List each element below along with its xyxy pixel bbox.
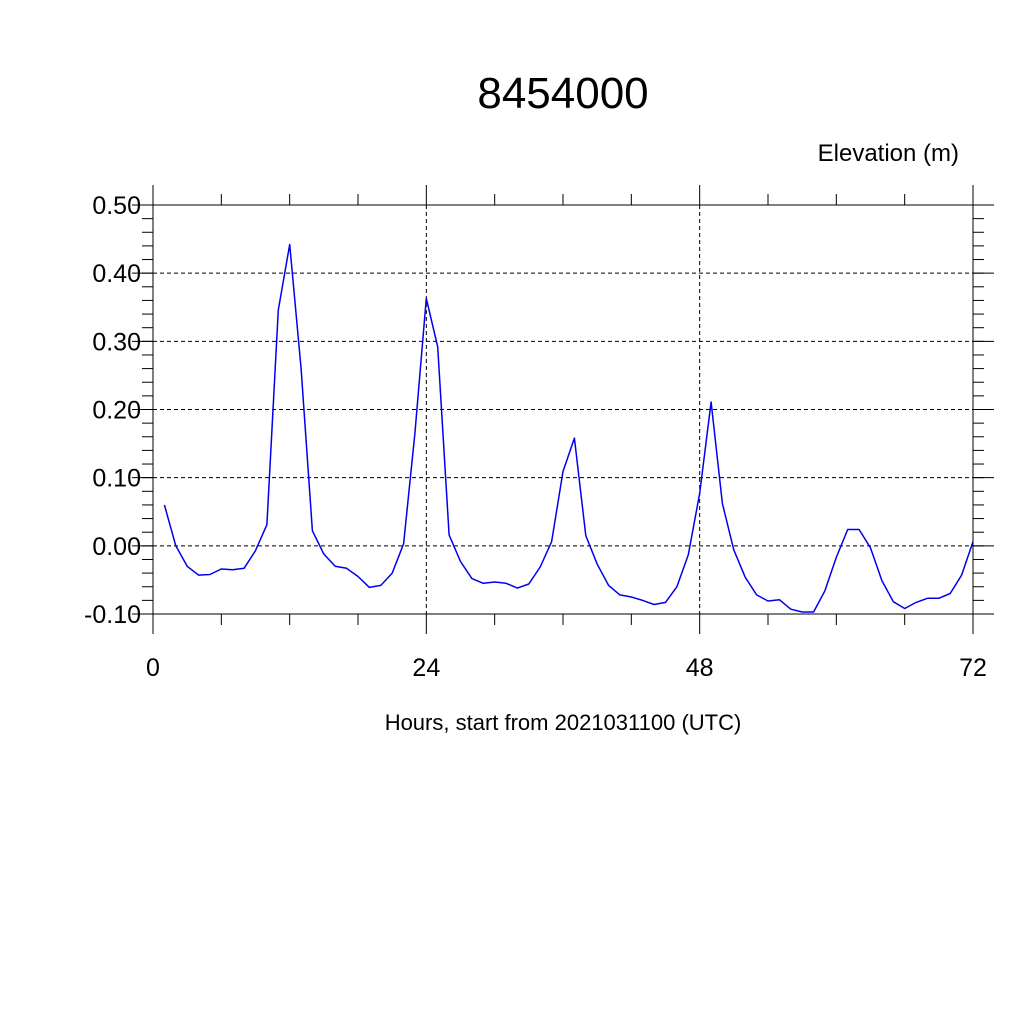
x-tick-label: 24	[412, 654, 440, 682]
y-tick-label: 0.40	[92, 260, 141, 288]
tick-layer: -0.10 0.00 0.10 0.20 0.30 0.40 0.50 0 24 48 72	[84, 185, 994, 682]
y-tick-label: 0.00	[92, 533, 141, 561]
y-tick-label: 0.20	[92, 397, 141, 425]
y-axis-label: Elevation (m)	[818, 140, 959, 167]
x-tick-label: 0	[146, 654, 160, 682]
y-tick-label: 0.10	[92, 465, 141, 493]
plot-frame	[152, 204, 974, 615]
y-tick-label: 0.30	[92, 328, 141, 356]
x-axis-label: Hours, start from 2021031100 (UTC)	[385, 710, 742, 735]
y-tick-label: -0.10	[84, 601, 141, 629]
x-tick-label: 48	[686, 654, 714, 682]
y-tick-label: 0.50	[92, 192, 141, 220]
chart-title: 8454000	[477, 69, 648, 118]
grid-layer	[152, 204, 974, 615]
series-line	[163, 243, 974, 613]
series-layer	[163, 243, 974, 613]
x-tick-label: 72	[959, 654, 987, 682]
